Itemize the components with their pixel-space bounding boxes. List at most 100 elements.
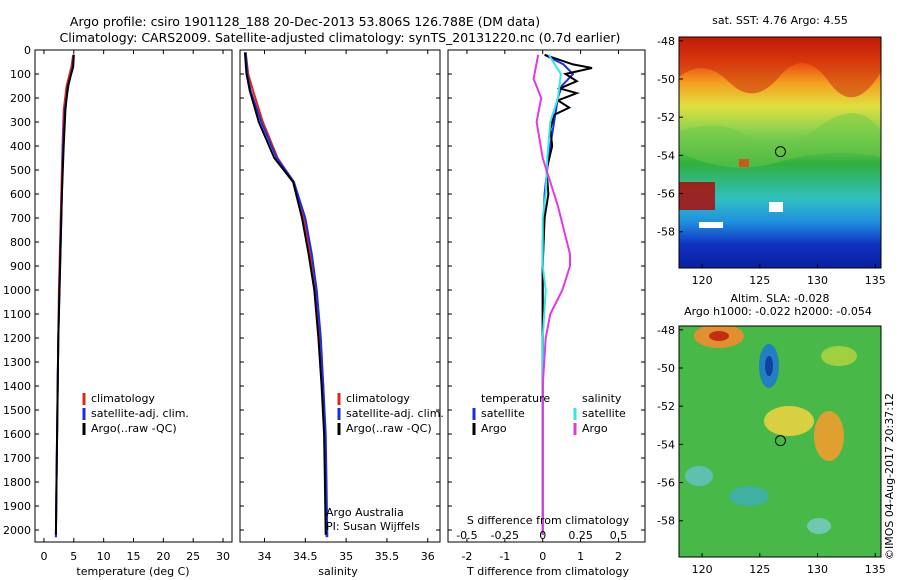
imos-credit: ©IMOS 04-Aug-2017 20:37:12 [883,393,896,560]
xtick-label: 36 [421,550,435,563]
map-ytick-label: -50 [657,73,675,86]
temperature-plot-frame [34,49,233,543]
sla-map-panel: Altim. SLA: -0.028 Argo h1000: -0.022 h2… [657,292,886,576]
ytick-label: 100 [10,68,31,81]
ytick-label: 600 [10,188,31,201]
xtick-label: 25 [186,550,200,563]
ytick-label: 1300 [3,356,31,369]
map-ytick-label: -48 [657,324,675,337]
xtick-label: 10 [97,550,111,563]
ytick-label: 1600 [3,428,31,441]
map-ytick-label: -54 [657,438,675,451]
legend-label: Argo [481,422,507,435]
title-line-2: Climatology: CARS2009. Satellite-adjuste… [60,30,621,45]
ytick-label: 1000 [3,284,31,297]
sst-map-panel: sat. SST: 4.76 Argo: 4.55 [657,14,886,287]
s-tick-label: 0.5 [610,529,628,542]
salinity-legend: climatology satellite-adj. clim. Argo(..ra… [337,392,444,435]
legend-label: satellite-adj. clim. [346,407,444,420]
series-line-argo [532,54,571,535]
temperature-xticks: 0 5 10 15 20 25 30 [40,50,230,563]
map-ytick-label: -56 [657,188,675,201]
salinity-xticks: 34 34.5 35 35.5 36 [240,49,440,563]
salinity-xlabel: salinity [318,565,358,578]
difference-series [532,53,593,535]
s-difference-ticklabels: -0.5 -0.25 0 0.25 0.5 [456,529,627,542]
ytick-label: 400 [10,140,31,153]
sla-map-image [679,326,881,557]
map-ytick-label: -56 [657,477,675,490]
legend-label: satellite [481,407,525,420]
series-line-argo-raw-qc- [243,52,327,535]
legend-title-salinity: salinity [582,392,622,405]
xtick-label: 35.5 [375,550,400,563]
map-xtick-label: 125 [749,563,770,576]
xtick-label: 35 [339,550,353,563]
xtick-label: -1 [499,550,510,563]
sst-map-image [679,37,881,268]
sst-map-yticks: -48 -50 -52 -54 -56 -58 [657,35,683,239]
ytick-label: 1800 [3,476,31,489]
argo-australia-annotation: Argo Australia [326,506,404,519]
map-ytick-label: -54 [657,149,675,162]
legend-title-temperature: temperature [481,392,550,405]
salinity-panel: 34 34.5 35 35.5 36 salinity climatology satel… [239,49,444,578]
legend-label: satellite-adj. clim. [91,407,189,420]
s-tick-label: 0.25 [568,529,593,542]
xtick-label: 0 [40,550,47,563]
pi-annotation: PI: Susan Wijffels [326,520,420,533]
xtick-label: -2 [461,550,472,563]
xtick-label: 34 [257,550,271,563]
map-xtick-label: 135 [865,563,886,576]
legend-label: climatology [346,392,410,405]
map-xtick-label: 135 [865,274,886,287]
xtick-label: 20 [156,550,170,563]
s-difference-label: S difference from climatology [467,514,630,527]
sla-map-frame [678,325,882,558]
sla-map-title: Altim. SLA: -0.028 [730,292,829,305]
ytick-label: 1900 [3,500,31,513]
ytick-label: 800 [10,236,31,249]
map-ytick-label: -58 [657,226,675,239]
difference-xticks: -2 -1 0 1 2 [448,49,645,563]
salinity-plot-frame [239,49,441,543]
ytick-label: 2000 [3,524,31,537]
xtick-label: 30 [216,550,230,563]
xtick-label: 1 [577,550,584,563]
legend-label: climatology [91,392,155,405]
sst-map-xticks: 120 125 130 135 [692,264,886,287]
xtick-label: 15 [127,550,141,563]
sla-map-yticks: -48 -50 -52 -54 -56 -58 [657,324,683,528]
sla-argo-location-marker [774,435,786,447]
ytick-label: 900 [10,260,31,273]
map-xtick-label: 120 [692,563,713,576]
difference-plot-frame [447,49,646,543]
legend-label: Argo(..raw -QC) [91,422,177,435]
s-tick-label: -0.25 [491,529,519,542]
map-ytick-label: -50 [657,362,675,375]
ytick-label: 1700 [3,452,31,465]
ytick-label: 500 [10,164,31,177]
legend-label: Argo [582,422,608,435]
temperature-xlabel: temperature (deg C) [76,565,189,578]
legend-label: Argo(..raw -QC) [346,422,432,435]
series-line-satellite-adj-clim- [244,52,329,538]
temperature-series [54,54,75,538]
xtick-label: 34.5 [293,550,318,563]
temperature-legend: climatology satellite-adj. clim. Argo(..ra… [82,392,189,435]
difference-panel: -2 -1 0 1 2 -0.5 -0.25 0 0.25 0.5 S difference f… [447,49,646,578]
sla-map-subtitle: Argo h1000: -0.022 h2000: -0.054 [684,305,872,318]
ytick-label: 700 [10,212,31,225]
ytick-label: 1500 [3,404,31,417]
map-ytick-label: -48 [657,35,675,48]
map-xtick-label: 130 [807,274,828,287]
temperature-panel: 0 5 10 15 20 25 30 0 100 200 300 400 500 600 700 800 90… [3,44,233,578]
xtick-label: 0 [539,550,546,563]
ytick-label: 1400 [3,380,31,393]
salinity-series [243,52,329,538]
map-xtick-label: 120 [692,274,713,287]
sst-map-title: sat. SST: 4.76 Argo: 4.55 [712,14,848,27]
ytick-label: 1100 [3,308,31,321]
xtick-label: 5 [70,550,77,563]
t-difference-xlabel: T difference from climatology [466,565,629,578]
